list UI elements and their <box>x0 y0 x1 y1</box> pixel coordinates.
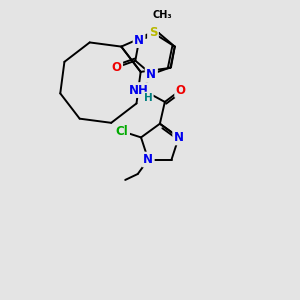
Text: CH₃: CH₃ <box>152 11 172 20</box>
Text: O: O <box>112 61 122 74</box>
Text: N: N <box>146 68 156 81</box>
Text: NH: NH <box>129 83 149 97</box>
Text: N: N <box>143 153 153 166</box>
Text: H: H <box>144 93 152 103</box>
Text: S: S <box>149 26 157 39</box>
Text: N: N <box>134 34 144 46</box>
Text: O: O <box>176 83 186 97</box>
Text: S: S <box>149 26 157 39</box>
Text: N: N <box>146 68 156 81</box>
Text: Cl: Cl <box>116 125 129 138</box>
Text: N: N <box>174 131 184 144</box>
